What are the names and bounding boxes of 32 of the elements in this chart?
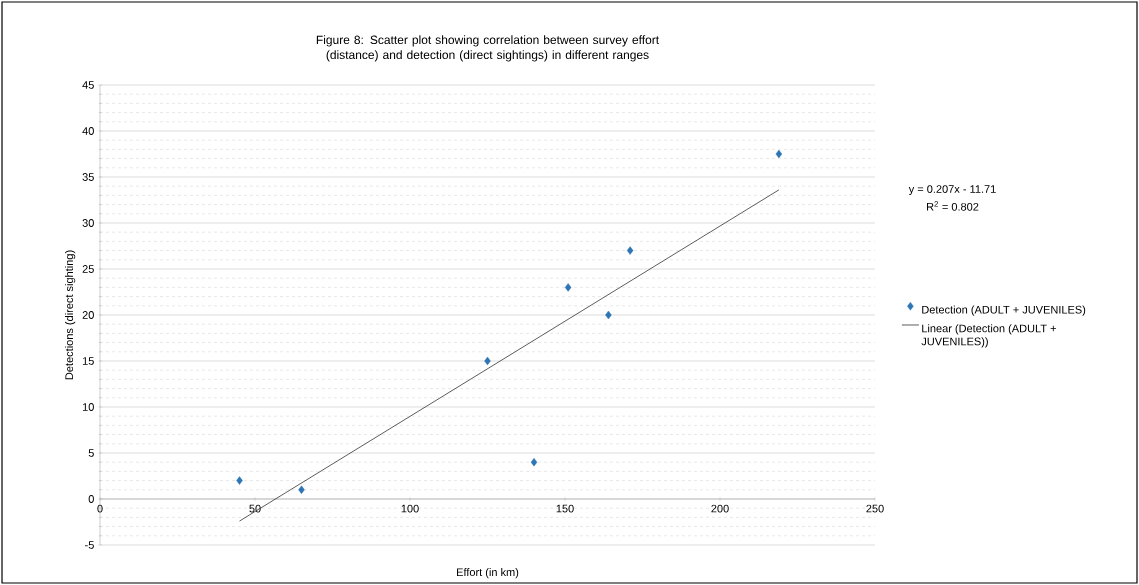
legend-label: Linear (Detection (ADULT + JUVENILES)) (921, 324, 1056, 348)
y-tick-label: 0 (88, 495, 94, 503)
x-tick-label: 0 (97, 504, 103, 513)
legend-label: Detection (ADULT + JUVENILES) (922, 305, 1086, 316)
point (626, 246, 634, 255)
y-tick-label: 10 (82, 403, 94, 411)
text: y = 0.207x - 11.71 (908, 185, 996, 196)
y-tick-label: 45 (82, 81, 94, 89)
y-tick-label: 20 (82, 311, 94, 319)
text: R$^{2}$ = 0.802 (927, 201, 979, 211)
y-tick-label: 35 (82, 173, 94, 181)
y-tick-label: 40 (82, 127, 94, 135)
x-axis-title: Effort (in km) (457, 568, 519, 579)
y-tick-label: 25 (82, 265, 94, 273)
x-tick-label: 200 (711, 504, 729, 513)
point (530, 457, 538, 467)
y-tick-label: 5 (88, 449, 94, 457)
x-tick-label: 150 (556, 504, 574, 513)
x-tick-label: 50 (249, 504, 261, 513)
point (775, 149, 783, 159)
x-tick-label: 100 (401, 504, 419, 513)
point (298, 485, 305, 494)
point (605, 310, 612, 320)
y-tick-label: 15 (82, 357, 94, 365)
y-axis-title: Detections (direct sighting) (64, 250, 76, 380)
point (236, 476, 243, 485)
point (484, 356, 491, 366)
chart-title: Figure 8: Scatter plot showing correlation between survey effort (distance) and detection (direct sightings) in different ranges (316, 35, 660, 62)
y-tick-label: -5 (85, 541, 94, 549)
y-tick-label: 30 (82, 219, 94, 227)
point (564, 283, 572, 292)
x-tick-label: 250 (866, 504, 884, 513)
